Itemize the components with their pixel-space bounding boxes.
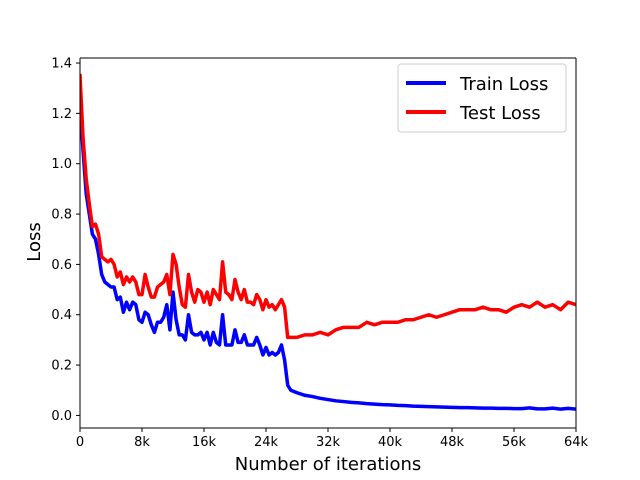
y-tick-label: 0.0 [51, 409, 72, 424]
y-tick-label: 0.6 [51, 258, 72, 273]
x-tick-label: 56k [502, 435, 527, 450]
y-tick-label: 1.0 [51, 157, 72, 172]
x-tick-label: 24k [254, 435, 279, 450]
y-axis-label: Loss [24, 222, 45, 261]
series-line-test-loss [80, 73, 576, 340]
plot-lines [80, 73, 576, 411]
series-line-train-loss [80, 101, 576, 411]
y-tick-label: 1.2 [51, 107, 72, 122]
x-tick-label: 16k [192, 435, 217, 450]
ticks: 0 8k 16k 24k 32k 40k 48k 56k 64k 0.0 0.2 0.4 0.6 0.8 1… [51, 57, 588, 450]
y-tick-label: 1.4 [51, 57, 72, 72]
legend: Train Loss Test Loss [397, 63, 567, 133]
x-tick-label: 0 [76, 435, 84, 450]
y-tick-label: 0.8 [51, 208, 72, 223]
x-tick-label: 64k [564, 435, 589, 450]
y-tick-label: 0.2 [51, 359, 72, 374]
y-tick-label: 0.4 [51, 308, 72, 323]
x-axis-label: Number of iterations [235, 454, 422, 475]
x-tick-label: 48k [440, 435, 465, 450]
x-tick-label: 40k [378, 435, 403, 450]
x-tick-label: 8k [134, 435, 150, 450]
legend-label-train-loss: Train Loss [459, 74, 548, 95]
legend-label-test-loss: Test Loss [459, 103, 541, 124]
x-tick-label: 32k [316, 435, 341, 450]
